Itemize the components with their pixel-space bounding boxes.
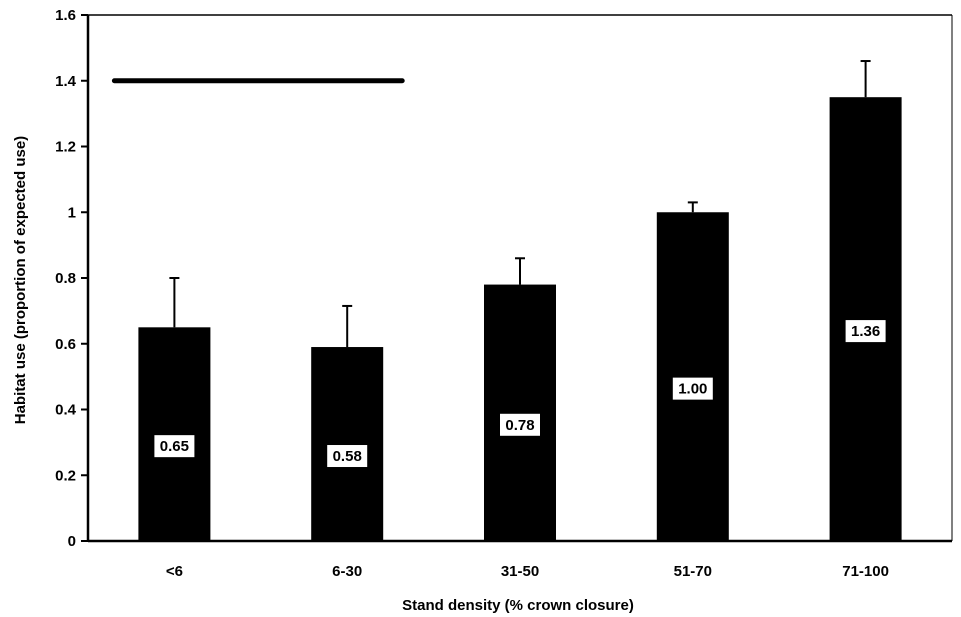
y-tick-label: 1 — [68, 204, 76, 221]
x-tick-label: 6-30 — [332, 563, 362, 580]
bar — [484, 284, 556, 541]
bar — [656, 212, 729, 541]
data-label: 0.78 — [505, 417, 534, 434]
data-label-box — [327, 445, 368, 468]
data-label: 0.58 — [333, 448, 362, 465]
x-axis: <6 6-30 31-50 51-70 71-100 — [88, 539, 952, 580]
bar — [138, 327, 211, 541]
bar — [829, 97, 902, 541]
x-tick-label: 31-50 — [501, 563, 539, 580]
data-label: 1.00 — [678, 381, 707, 398]
x-tick-label: 71-100 — [842, 563, 889, 580]
x-axis-title: Stand density (% crown closure) — [402, 597, 634, 614]
y-tick-label: 0.6 — [55, 336, 76, 353]
x-tick-label: <6 — [166, 563, 183, 580]
y-tick-label: 0 — [68, 533, 76, 550]
y-axis: 0 0.2 0.4 0.6 0.8 1 1.2 1.4 1.6 — [55, 7, 90, 550]
data-label: 1.36 — [851, 323, 880, 340]
bar — [311, 347, 384, 541]
y-tick-label: 0.2 — [55, 467, 76, 484]
y-tick-label: 1.2 — [55, 139, 76, 156]
data-label-box — [154, 435, 195, 458]
plot-frame — [88, 14, 953, 541]
data-label: 0.65 — [160, 438, 189, 455]
data-label-box — [845, 320, 886, 343]
y-tick-label: 0.8 — [55, 270, 76, 287]
y-axis-title: Habitat use (proportion of expected use) — [12, 136, 29, 424]
x-tick-label: 51-70 — [674, 563, 712, 580]
y-tick-label: 1.4 — [55, 73, 77, 90]
y-tick-label: 0.4 — [55, 402, 77, 419]
bars: 0.65 0.58 0.78 1.00 1.36 — [138, 60, 902, 541]
data-label-box — [500, 413, 540, 436]
data-label-box — [672, 377, 713, 400]
y-tick-label: 1.6 — [55, 7, 76, 24]
